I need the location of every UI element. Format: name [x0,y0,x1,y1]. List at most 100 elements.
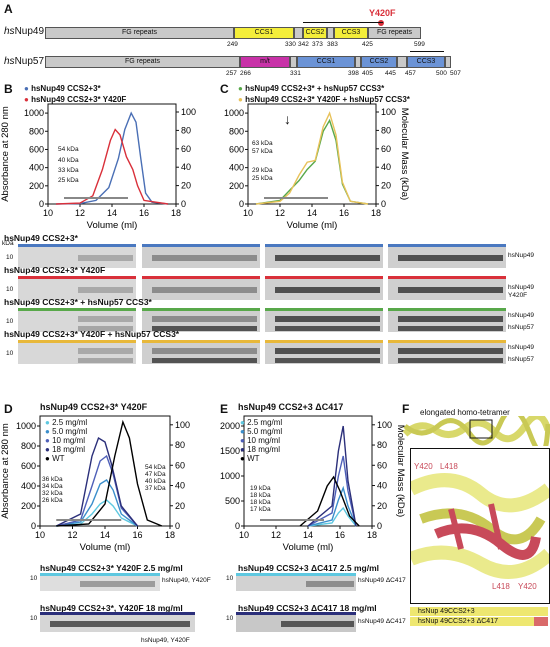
nup49-pos: 330 [285,41,296,48]
gel-band [152,315,257,322]
x-tick-label: 18 [371,208,381,218]
nup57-pos: 457 [405,70,416,77]
x-axis-label: Volume (ml) [87,220,138,230]
e-title: hsNup49 CCS2+3 ΔC417 [238,402,344,412]
gel-strip [388,276,506,300]
gel-kda-label: kDa [2,240,14,247]
b-legend-text: hsNup49 CCS2+3* Y420F [31,95,127,104]
structure-zoom [410,448,550,604]
nup57-ccs3: CCS3 [407,56,445,68]
y-tick-label: 200 [229,181,244,191]
x-tick-label: 12 [75,208,85,218]
chart-e: 10 12 14 16 180500100015002000020406080100Vo… [220,415,406,553]
gel-band [398,286,503,293]
mutation-marker [378,20,384,26]
nup49-bracket [303,22,383,23]
nup49-pos: 342 [298,41,309,48]
y-tick-label: 200 [29,181,44,191]
b-legend-1: ● hsNup49 CCS2+3* [24,84,101,93]
nup49-domain-label: CCS1 [254,29,274,36]
d-mass-right: 47 kDa [145,471,166,478]
nup49-pos: 383 [327,41,338,48]
y2-tick-label: 40 [381,162,391,172]
gel-band [152,254,257,261]
d-legend-item: ● 5.0 mg/ml [45,427,88,436]
y-tick-label: 400 [29,163,44,173]
gel-marker-label: 10 [6,286,14,293]
x-tick-label: 18 [165,530,175,540]
gel-band [78,254,133,261]
d-legend-text: WT [52,454,65,463]
x-tick-label: 10 [239,530,249,540]
gel-band [152,347,257,354]
e-legend-item: ● 18 mg/ml [240,445,280,454]
d-mass-left: 34 kDa [42,483,63,490]
nup49-name-main: Nup49 [14,26,45,37]
y-tick-label: 200 [21,501,36,511]
nup57-pos: 445 [385,70,396,77]
series-line [55,111,169,205]
d-mass-left: 36 kDa [42,476,63,483]
y2-tick-label: 0 [377,521,382,531]
e-gel2-marker: 10 [226,615,234,622]
nup57-bracket [410,51,444,52]
y-tick-label: 800 [229,126,244,136]
e-legend-item: ● 5.0 mg/ml [240,427,283,436]
y-tick-label: 800 [29,126,44,136]
y2-tick-label: 0 [181,199,186,209]
d-title: hsNup49 CCS2+3* Y420F [40,402,148,412]
c-mass: 25 kDa [252,175,273,182]
e-gel1-label: hsNup49 ΔC417 [358,577,406,584]
y2-tick-label: 60 [175,460,185,470]
e-gel1 [236,573,356,591]
gel-row-label: hsNup49 [508,312,535,319]
gel-band [78,286,133,293]
x-axis-label: Volume (ml) [283,542,334,553]
x-tick-label: 14 [100,530,110,540]
y2-tick-label: 20 [181,181,191,191]
e-legend-item: ● 2.5 mg/ml [240,418,283,427]
series-line [56,419,163,527]
gel-row-label-2: hsNup57 [508,356,535,363]
nup57-name: hsNup57 [4,56,44,67]
y2-tick-label: 20 [175,501,185,511]
nup57-domain-label: CCS1 [316,58,336,65]
nup57-fg-repeats: FG repeats [45,56,240,68]
d-gel2-title: hsNup49 CCS2+3*, Y420F 18 mg/ml [40,603,183,613]
gel-row-label: hsNup49 [508,344,535,351]
nup57-name-prefix: hs [4,56,15,67]
f-residue: Y420 [518,582,537,591]
d-gel2-marker: 10 [30,615,38,622]
gel-band-2 [152,357,257,363]
gel-strip [18,244,136,268]
d-legend-text: 5.0 mg/ml [52,427,88,436]
x-axis-label: Volume (ml) [80,542,131,553]
y-tick-label: 0 [31,521,36,531]
gel-row-title: hsNup49 CCS2+3* Y420F [4,265,106,275]
nup49-name: hsNup49 [4,26,44,37]
gel-strip [142,308,260,332]
x-tick-label: 16 [339,208,349,218]
nup57-end [445,56,451,68]
d-mass-right: 40 kDa [145,478,166,485]
nup57-pos: 266 [240,70,251,77]
nup49-domain-label: CCS2 [305,29,325,36]
gel-band-2 [398,357,503,363]
b-mass: 54 kDa [58,146,79,153]
gel-strip [388,244,506,268]
e-mass: 18 kDa [250,492,271,499]
gel-band-2 [152,325,257,331]
gel-marker-label: 10 [6,254,14,261]
gel-band-2 [78,357,133,363]
e-legend-item: ● WT [240,454,260,463]
gel-band [398,347,503,354]
c-legend-text: hsNup49 CCS2+3* Y420F + hsNup57 CCS3* [245,95,410,104]
nup57-gap3 [397,56,407,68]
e-gel1-marker: 10 [226,575,234,582]
y2-tick-label: 40 [377,481,387,491]
f-legend-text: hsNup 49CCS2+3 [418,608,475,615]
y2-tick-label: 80 [377,440,387,450]
d-legend-text: 10 mg/ml [52,436,85,445]
series-line [56,499,138,527]
y-tick-label: 800 [21,441,36,451]
